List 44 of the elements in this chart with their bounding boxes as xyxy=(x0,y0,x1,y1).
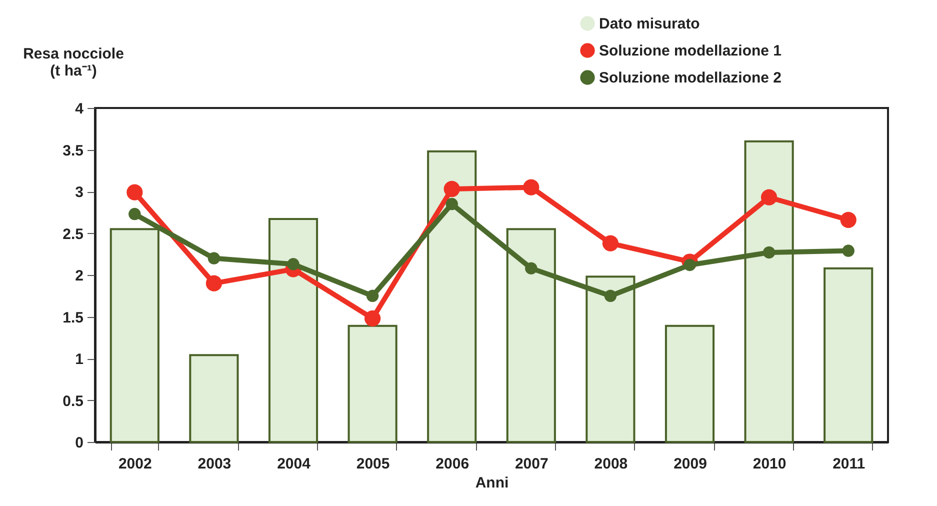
y-tick-label: 3 xyxy=(75,184,84,201)
point xyxy=(604,290,617,302)
x-tick-label: 2009 xyxy=(674,456,707,472)
x-tick-label: 2005 xyxy=(356,456,390,472)
point xyxy=(364,310,381,326)
x-tick-label: 2011 xyxy=(832,456,866,472)
bar xyxy=(824,267,874,443)
point xyxy=(206,275,222,292)
y-tick-label: 2 xyxy=(75,268,84,284)
legend-label: Soluzione modellazione 2 xyxy=(599,70,782,86)
x-tick-label: 2003 xyxy=(198,456,232,472)
y-tick-label: 3.5 xyxy=(62,142,84,160)
point xyxy=(128,208,141,220)
point xyxy=(446,198,458,210)
legend-label: Dato misurato xyxy=(599,16,700,32)
y-axis-title: Resa nocciole (t ha⁻¹) xyxy=(23,46,124,80)
point xyxy=(602,235,619,252)
point xyxy=(444,180,460,198)
x-tick-label: 2007 xyxy=(514,456,548,472)
point xyxy=(842,244,854,257)
point xyxy=(208,252,220,264)
x-axis-title: Anni xyxy=(475,474,509,492)
point xyxy=(840,212,856,228)
point xyxy=(523,179,540,196)
legend-label: Soluzione modellazione 1 xyxy=(599,42,782,60)
point xyxy=(762,246,776,259)
x-tick-label: 2002 xyxy=(118,456,152,472)
y-tick-label: 0.5 xyxy=(62,392,84,410)
point xyxy=(366,290,379,302)
x-tick-label: 2004 xyxy=(277,456,312,472)
x-tick-label: 2010 xyxy=(752,456,786,472)
x-tick-label: 2006 xyxy=(436,456,470,472)
y-tick-label: 0 xyxy=(75,434,84,452)
y-tick-label: 1.5 xyxy=(62,309,84,326)
point xyxy=(525,262,538,274)
bar xyxy=(348,324,398,443)
point xyxy=(760,189,778,206)
point xyxy=(126,184,143,200)
bar xyxy=(189,354,239,443)
y-tick-label: 4 xyxy=(75,100,84,118)
y-tick-label: 2.5 xyxy=(62,226,84,243)
y-tick-label: 1 xyxy=(75,351,84,368)
bar xyxy=(664,324,715,443)
x-tick-label: 2008 xyxy=(594,456,628,472)
